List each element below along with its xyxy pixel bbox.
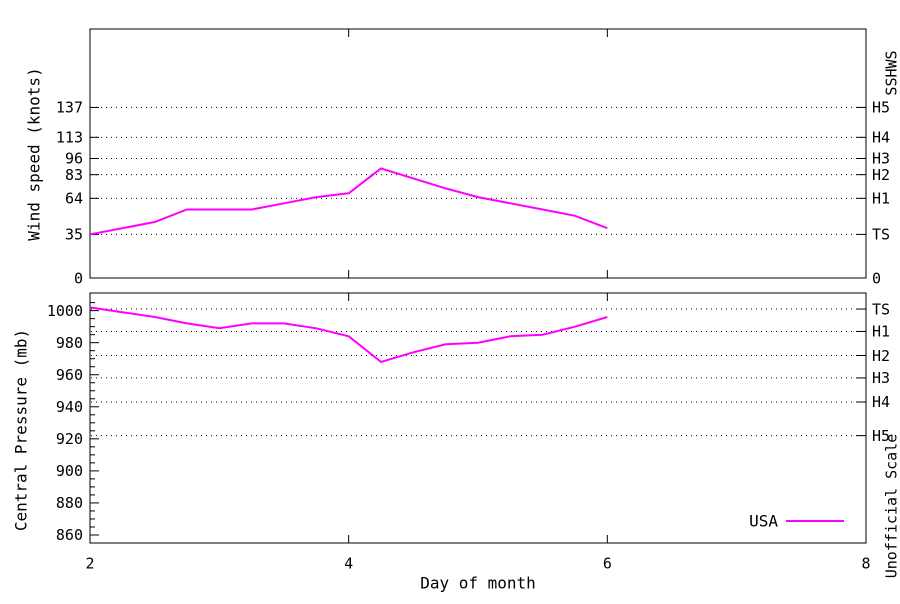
wind-y-tick-label: 137: [56, 99, 83, 117]
pressure-panel: 1000 980 960 940 920 900 880 860 TS H1 H2 H3 H4 H5: [47, 292, 890, 544]
wind-y-tick-label: 83: [65, 166, 83, 184]
pressure-y-tick-label: 980: [56, 334, 83, 352]
pressure-y-tick-label: 920: [56, 430, 83, 448]
pressure-right-tick-label: H2: [872, 347, 890, 365]
pressure-y-ticks: 1000 980 960 940 920 900 880 860: [47, 302, 99, 544]
wind-right-tick-label: H2: [872, 166, 890, 184]
pressure-gridlines: [91, 308, 865, 437]
wind-series-line: [89, 167, 608, 236]
pressure-right-tick-label: H5: [872, 427, 890, 445]
pressure-right-tick-label: H3: [872, 369, 890, 387]
wind-y-tick-label: 0: [74, 269, 83, 287]
unofficial-scale-title: Unofficial Scale: [882, 434, 900, 579]
wind-right-tick-label: H3: [872, 150, 890, 168]
pressure-y-minor-ticks: [90, 302, 95, 528]
wind-right-tick-label: H4: [872, 129, 890, 147]
wind-right-tick-label: H5: [872, 99, 890, 117]
x-tick-label: 8: [861, 554, 870, 572]
wind-y-tick-label: 35: [65, 226, 83, 244]
pressure-right-ticks: TS H1 H2 H3 H4 H5: [857, 300, 890, 445]
pressure-y-axis-title: Central Pressure (mb): [12, 329, 31, 531]
pressure-x-ticks: [348, 293, 608, 543]
pressure-y-tick-label: 860: [56, 526, 83, 544]
legend-series-label: USA: [749, 512, 778, 531]
wind-y-tick-label: 113: [56, 129, 83, 147]
wind-right-tick-label: TS: [872, 226, 890, 244]
pressure-y-tick-label: 880: [56, 494, 83, 512]
wind-right-tick-label: H1: [872, 190, 890, 208]
wind-x-ticks: [348, 29, 608, 278]
wind-y-tick-label: 64: [65, 190, 83, 208]
wind-right-tick-label: 0: [872, 269, 881, 287]
x-tick-labels: 2 4 6 8: [85, 554, 870, 572]
pressure-y-tick-label: 940: [56, 398, 83, 416]
pressure-y-tick-label: 960: [56, 366, 83, 384]
pressure-right-tick-label: TS: [872, 300, 890, 318]
sshws-scale-title: SSHWS: [882, 50, 900, 95]
wind-y-tick-label: 96: [65, 150, 83, 168]
x-tick-label: 4: [344, 554, 353, 572]
pressure-y-tick-label: 900: [56, 462, 83, 480]
pressure-y-tick-label: 1000: [47, 302, 83, 320]
wind-panel-frame: [89, 28, 867, 279]
pressure-series-line: [89, 306, 608, 364]
wind-y-axis-title: Wind speed (knots): [25, 67, 44, 240]
x-tick-label: 2: [85, 554, 94, 572]
pressure-panel-frame: [89, 292, 867, 544]
x-axis-title: Day of month: [420, 574, 536, 593]
pressure-right-tick-label: H4: [872, 393, 890, 411]
pressure-right-tick-label: H1: [872, 323, 890, 341]
x-tick-label: 6: [603, 554, 612, 572]
wind-gridlines: [91, 106, 865, 235]
